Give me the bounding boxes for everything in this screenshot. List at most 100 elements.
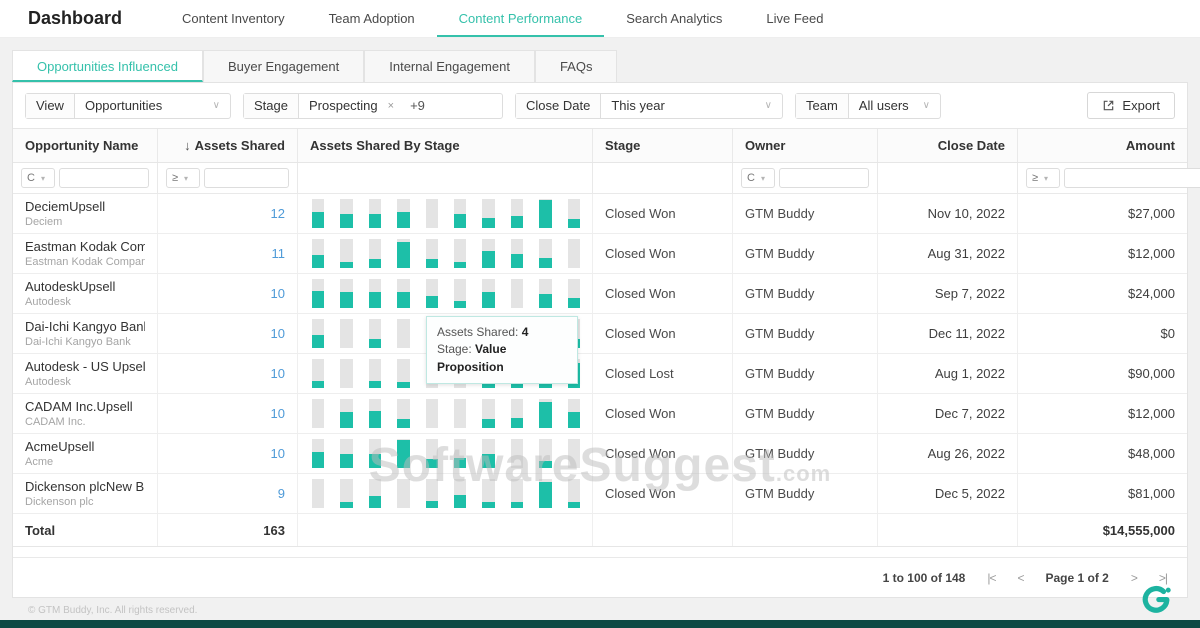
stage-bar[interactable] bbox=[567, 279, 581, 308]
stage-bar[interactable] bbox=[397, 359, 410, 388]
stage-bar[interactable] bbox=[340, 399, 353, 428]
stage-bar[interactable] bbox=[311, 439, 325, 468]
assets-shared-count[interactable]: 10 bbox=[270, 446, 285, 461]
view-filter[interactable]: View Opportunities ∨ bbox=[25, 92, 231, 119]
stage-bar[interactable] bbox=[397, 199, 410, 228]
stage-bar[interactable] bbox=[368, 279, 382, 308]
assets-shared-count[interactable]: 10 bbox=[270, 286, 285, 301]
assets-shared-count[interactable]: 10 bbox=[270, 366, 285, 381]
assets-shared-count[interactable]: 12 bbox=[270, 206, 285, 221]
stage-bar[interactable] bbox=[368, 399, 382, 428]
tab-faqs[interactable]: FAQs bbox=[534, 50, 618, 82]
stage-bar[interactable] bbox=[510, 239, 524, 268]
col-header-opportunity-name[interactable]: Opportunity Name bbox=[13, 129, 158, 162]
tab-opportunities-influenced[interactable]: Opportunities Influenced bbox=[12, 50, 203, 82]
assets-shared-count[interactable]: 10 bbox=[270, 326, 285, 341]
stage-bar[interactable] bbox=[397, 239, 410, 268]
stage-bar[interactable] bbox=[539, 399, 552, 428]
stage-bar[interactable] bbox=[340, 479, 353, 508]
name-filter-operator[interactable]: C ▾ bbox=[21, 168, 55, 188]
stage-bar[interactable] bbox=[567, 479, 581, 508]
next-page-icon[interactable]: > bbox=[1130, 570, 1138, 585]
stage-bar[interactable] bbox=[311, 479, 325, 508]
owner-filter-operator[interactable]: C ▾ bbox=[741, 168, 775, 188]
table-row[interactable]: DeciemUpsell Deciem 12 Closed Won GTM Bu… bbox=[13, 194, 1187, 234]
stage-bar[interactable] bbox=[482, 439, 495, 468]
stage-bar[interactable] bbox=[510, 279, 524, 308]
stage-bar[interactable] bbox=[368, 319, 382, 348]
stage-bar[interactable] bbox=[454, 279, 467, 308]
stage-filter[interactable]: Stage Prospecting × +9 bbox=[243, 92, 503, 119]
stage-bar[interactable] bbox=[539, 439, 552, 468]
stage-bar[interactable] bbox=[311, 239, 325, 268]
table-row[interactable]: AutodeskUpsell Autodesk 10 Closed Won GT… bbox=[13, 274, 1187, 314]
stage-bar[interactable] bbox=[311, 199, 325, 228]
stage-bar[interactable] bbox=[311, 399, 325, 428]
stage-bar[interactable] bbox=[368, 439, 382, 468]
assets-by-stage-chart[interactable] bbox=[298, 434, 593, 473]
nav-item-content-performance[interactable]: Content Performance bbox=[436, 0, 605, 37]
table-row[interactable]: Dai-Ichi Kangyo BankU Dai-Ichi Kangyo Ba… bbox=[13, 314, 1187, 354]
col-header-stage[interactable]: Stage bbox=[593, 129, 733, 162]
name-filter-input[interactable] bbox=[59, 168, 149, 188]
stage-bar[interactable] bbox=[567, 439, 581, 468]
stage-bar[interactable] bbox=[340, 439, 353, 468]
assets-by-stage-chart[interactable] bbox=[298, 274, 593, 313]
stage-bar[interactable] bbox=[397, 479, 410, 508]
stage-bar[interactable] bbox=[397, 399, 410, 428]
stage-bar[interactable] bbox=[539, 239, 552, 268]
assets-shared-count[interactable]: 10 bbox=[270, 406, 285, 421]
opportunity-name[interactable]: Autodesk - US Upsell bbox=[25, 359, 145, 374]
stage-bar[interactable] bbox=[482, 399, 495, 428]
stage-bar[interactable] bbox=[454, 199, 467, 228]
close-date-filter[interactable]: Close Date This year ∨ bbox=[515, 92, 783, 119]
assets-shared-count[interactable]: 11 bbox=[271, 246, 286, 261]
table-row[interactable]: Autodesk - US Upsell Autodesk 10 Closed … bbox=[13, 354, 1187, 394]
stage-bar[interactable] bbox=[539, 199, 552, 228]
stage-bar[interactable] bbox=[368, 479, 382, 508]
amount-filter-operator[interactable]: ≥ ▾ bbox=[1026, 168, 1060, 188]
stage-bar[interactable] bbox=[340, 279, 353, 308]
team-filter[interactable]: Team All users ∨ bbox=[795, 92, 941, 119]
assets-shared-count[interactable]: 9 bbox=[277, 486, 285, 501]
stage-bar[interactable] bbox=[311, 319, 325, 348]
stage-bar[interactable] bbox=[397, 279, 410, 308]
tab-internal-engagement[interactable]: Internal Engagement bbox=[364, 50, 535, 82]
stage-bar[interactable] bbox=[539, 279, 552, 308]
assets-by-stage-chart[interactable] bbox=[298, 474, 593, 513]
stage-bar[interactable] bbox=[397, 439, 410, 468]
table-row[interactable]: Dickenson plcNew Bus Dickenson plc 9 Clo… bbox=[13, 474, 1187, 514]
table-row[interactable]: CADAM Inc.Upsell CADAM Inc. 10 Closed Wo… bbox=[13, 394, 1187, 434]
tab-buyer-engagement[interactable]: Buyer Engagement bbox=[202, 50, 365, 82]
stage-bar[interactable] bbox=[311, 279, 325, 308]
stage-bar[interactable] bbox=[454, 239, 467, 268]
col-header-close-date[interactable]: Close Date bbox=[878, 129, 1018, 162]
stage-bar[interactable] bbox=[340, 319, 353, 348]
last-page-icon[interactable]: >| bbox=[1158, 570, 1168, 585]
assets-by-stage-chart[interactable] bbox=[298, 394, 593, 433]
stage-bar[interactable] bbox=[510, 439, 524, 468]
stage-bar[interactable] bbox=[510, 479, 524, 508]
opportunity-name[interactable]: AutodeskUpsell bbox=[25, 279, 116, 294]
stage-bar[interactable] bbox=[482, 479, 495, 508]
owner-filter-input[interactable] bbox=[779, 168, 869, 188]
stage-bar[interactable] bbox=[425, 199, 438, 228]
table-row[interactable]: AcmeUpsell Acme 10 Closed Won GTM Buddy … bbox=[13, 434, 1187, 474]
stage-bar[interactable] bbox=[539, 479, 552, 508]
stage-bar[interactable] bbox=[368, 239, 382, 268]
col-header-owner[interactable]: Owner bbox=[733, 129, 878, 162]
col-header-assets-shared[interactable]: ↓ Assets Shared bbox=[158, 129, 298, 162]
stage-bar[interactable] bbox=[567, 239, 581, 268]
stage-bar[interactable] bbox=[311, 359, 325, 388]
stage-bar[interactable] bbox=[340, 359, 353, 388]
assets-by-stage-chart[interactable] bbox=[298, 194, 593, 233]
assets-by-stage-chart[interactable] bbox=[298, 234, 593, 273]
stage-bar[interactable] bbox=[340, 239, 353, 268]
stage-bar[interactable] bbox=[425, 479, 438, 508]
amount-filter-input[interactable] bbox=[1064, 168, 1200, 188]
stage-bar[interactable] bbox=[454, 439, 467, 468]
opportunity-name[interactable]: Eastman Kodak Compa bbox=[25, 239, 145, 254]
col-header-assets-by-stage[interactable]: Assets Shared By Stage bbox=[298, 129, 593, 162]
stage-bar[interactable] bbox=[368, 359, 382, 388]
stage-bar[interactable] bbox=[425, 239, 438, 268]
